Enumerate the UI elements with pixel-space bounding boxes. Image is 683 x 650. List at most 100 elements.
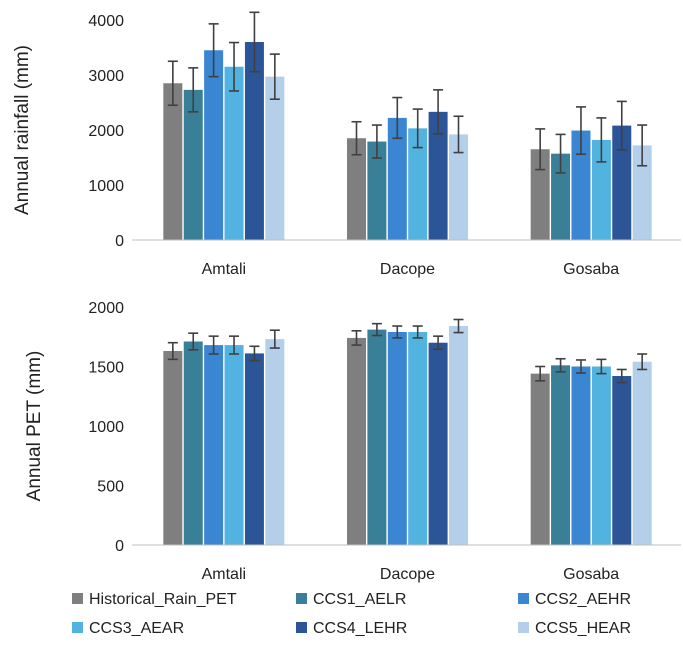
pet-error-bar — [167, 341, 178, 361]
legend-label: Historical_Rain_PET — [89, 591, 237, 608]
legend-swatch — [72, 593, 83, 604]
rainfall-bar — [387, 117, 407, 240]
pet-error-bar — [637, 353, 648, 371]
pet-ytick-label: 0 — [115, 538, 124, 555]
rainfall-category-label: Amtali — [202, 261, 246, 278]
pet-ytick-label: 1000 — [88, 419, 124, 436]
pet-error-bar — [555, 357, 566, 373]
rainfall-ytick-label: 1000 — [88, 178, 124, 195]
rainfall-category-label: Dacope — [380, 261, 435, 278]
legend-swatch — [296, 622, 307, 633]
pet-bar — [571, 366, 591, 545]
pet-bar — [408, 331, 428, 545]
rainfall-bar — [612, 125, 632, 240]
pet-bar — [428, 342, 448, 545]
rainfall-bar — [591, 139, 611, 240]
pet-error-bar — [371, 322, 382, 337]
pet-error-bar — [188, 332, 199, 351]
rainfall-bar — [367, 141, 387, 240]
legend-label: CCS3_AEAR — [89, 620, 184, 637]
rainfall-bar — [265, 76, 285, 241]
legend-label: CCS1_AELR — [313, 591, 406, 608]
legend-label: CCS2_AEHR — [535, 591, 631, 608]
pet-error-bar — [208, 335, 219, 355]
pet-y-axis-label: Annual PET (mm) — [24, 351, 45, 502]
rainfall-error-bar — [392, 96, 403, 140]
pet-error-bar — [269, 329, 280, 349]
pet-bar — [163, 351, 183, 545]
rainfall-bar — [632, 145, 652, 240]
pet-error-bar — [453, 318, 464, 334]
pet-ytick-label: 2000 — [88, 300, 124, 317]
pet-bar — [387, 331, 407, 545]
pet-bar — [449, 326, 468, 545]
rainfall-error-bar — [167, 60, 178, 107]
pet-error-bar — [351, 329, 362, 346]
rainfall-bar — [347, 138, 366, 240]
pet-category-label: Amtali — [202, 566, 246, 583]
pet-error-bar — [616, 368, 627, 384]
legend-swatch — [72, 622, 83, 633]
pet-ytick-label: 500 — [97, 479, 124, 496]
rainfall-error-bar — [637, 124, 648, 167]
rainfall-bar — [428, 111, 448, 240]
rainfall-bar — [163, 83, 183, 240]
rainfall-error-bar — [616, 100, 627, 151]
rainfall-error-bar — [188, 67, 199, 113]
pet-error-bar — [433, 335, 444, 351]
pet-bar — [530, 373, 550, 545]
rainfall-bar — [204, 50, 224, 240]
pet-bar — [183, 341, 203, 545]
rainfall-error-bar — [412, 108, 423, 149]
pet-error-bar — [392, 325, 403, 339]
pet-bar — [265, 339, 285, 545]
pet-bar — [551, 365, 571, 545]
legend-label: CCS5_HEAR — [535, 620, 631, 637]
rainfall-ytick-label: 4000 — [88, 13, 124, 30]
rainfall-error-bar — [229, 41, 240, 92]
rainfall-error-bar — [208, 23, 219, 78]
rainfall-bar — [571, 130, 591, 240]
pet-error-bar — [596, 358, 607, 375]
rainfall-bar — [244, 42, 264, 240]
pet-bar — [612, 376, 632, 545]
rainfall-bar — [449, 134, 468, 240]
rainfall-bar — [408, 128, 428, 240]
legend-swatch — [518, 593, 529, 604]
legend-label: CCS4_LEHR — [313, 620, 407, 637]
rainfall-error-bar — [351, 120, 362, 156]
rainfall-category-label: Gosaba — [563, 261, 619, 278]
pet-error-bar — [535, 365, 546, 382]
rainfall-bar — [530, 149, 550, 240]
pet-error-bar — [249, 345, 260, 362]
pet-category-label: Gosaba — [563, 566, 619, 583]
legend-swatch — [296, 593, 307, 604]
rainfall-error-bar — [269, 53, 280, 100]
pet-error-bar — [412, 325, 423, 339]
pet-bar — [367, 329, 387, 545]
rainfall-error-bar — [535, 128, 546, 171]
rainfall-error-bar — [249, 11, 260, 73]
pet-bar — [224, 345, 244, 545]
pet-error-bar — [229, 335, 240, 355]
rainfall-error-bar — [453, 115, 464, 154]
pet-bar — [591, 366, 611, 545]
rainfall-error-bar — [575, 106, 586, 155]
rainfall-ytick-label: 2000 — [88, 123, 124, 140]
pet-bar — [632, 361, 652, 545]
rainfall-error-bar — [555, 133, 566, 174]
rainfall-ytick-label: 3000 — [88, 68, 124, 85]
pet-chart: 0 500 1000 1500 2000 Annual PET (mm) Amtali Dac… — [24, 300, 681, 583]
pet-error-bar — [575, 359, 586, 374]
rainfall-bar — [551, 153, 571, 240]
pet-bar — [244, 353, 264, 545]
rainfall-error-bar — [433, 89, 444, 135]
rainfall-error-bar — [596, 117, 607, 163]
rainfall-y-axis-label: Annual rainfall (mm) — [12, 45, 33, 215]
rainfall-chart: 0 1000 2000 3000 4000 Annual rainfall (mm) Amt… — [12, 11, 681, 278]
rainfall-ytick-label: 0 — [115, 233, 124, 250]
pet-ytick-label: 1500 — [88, 360, 124, 377]
pet-bar — [204, 345, 224, 545]
